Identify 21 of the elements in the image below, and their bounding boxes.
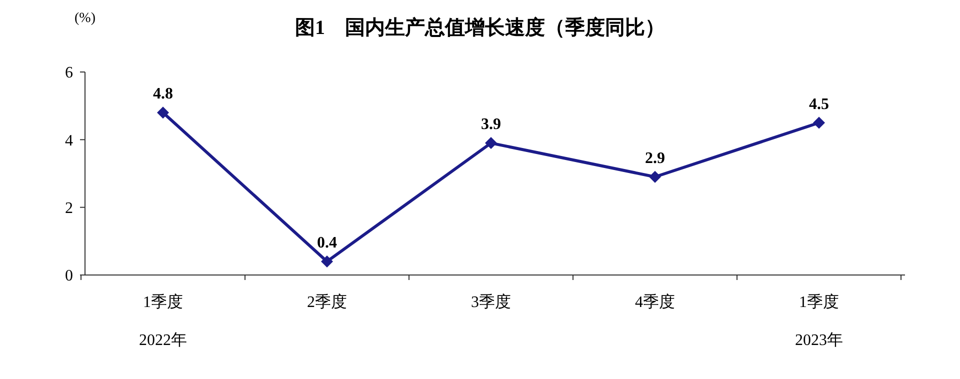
point <box>485 137 497 150</box>
point <box>157 106 169 119</box>
data-label: 4.5 <box>809 96 829 113</box>
y-tick-label: 0 <box>65 268 73 285</box>
y-tick-label: 2 <box>65 200 73 217</box>
category-label: 1季度 2023年 <box>795 294 843 349</box>
data-label: 3.9 <box>481 116 501 134</box>
data-label: 4.8 <box>153 86 173 103</box>
x-tick-label: 2季度 <box>307 293 347 311</box>
x-tick-label: 3季度 <box>471 293 511 311</box>
y-tick-label: 4 <box>65 132 73 150</box>
data-label: 2.9 <box>645 150 665 167</box>
x-tick-label: 4季度 <box>635 293 675 311</box>
category-label: 1季度 2022年 <box>139 294 187 349</box>
y-axis-title: (%) <box>74 11 96 26</box>
chart-title: 图1 国内生产总值增长速度（季度同比） <box>295 16 665 39</box>
point <box>813 116 825 129</box>
y-tick-label: 6 <box>65 64 73 82</box>
point <box>321 255 333 268</box>
point <box>649 170 661 183</box>
data-label: 0.4 <box>317 234 337 252</box>
